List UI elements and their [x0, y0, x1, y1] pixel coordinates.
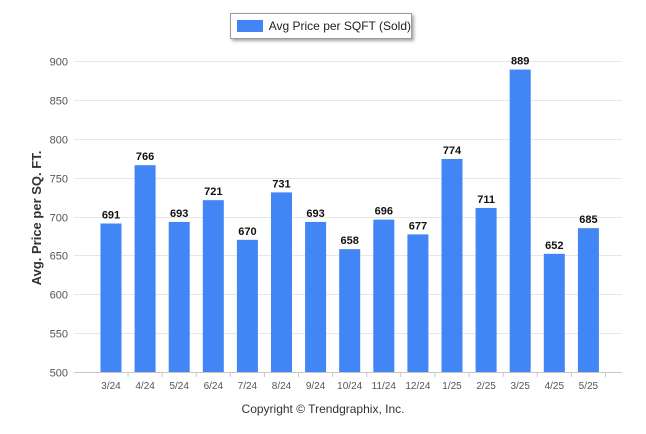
x-tick-label: 12/24: [405, 381, 430, 392]
bar: [134, 165, 156, 372]
bar: [100, 223, 122, 372]
bar: [407, 234, 429, 372]
x-tick-label: 7/24: [238, 381, 258, 392]
data-label: 652: [545, 240, 563, 252]
bar: [441, 158, 463, 372]
legend[interactable]: Avg Price per SQFT (Sold): [230, 13, 412, 39]
bar: [271, 192, 292, 372]
x-tick-label: 1/25: [442, 381, 462, 392]
copyright-text: Copyright © Trendgraphix, Inc.: [241, 402, 405, 416]
x-tick-label: 2/25: [476, 381, 496, 392]
data-label: 693: [306, 208, 324, 220]
x-tick-label: 3/25: [510, 381, 530, 392]
y-tick-label: 550: [50, 329, 68, 341]
data-label: 696: [375, 206, 393, 218]
x-tick-label: 8/24: [272, 381, 292, 392]
data-label: 774: [443, 145, 462, 157]
data-label: 731: [272, 178, 290, 190]
y-axis: 500 550 600 650 700 750 800 850 900: [50, 57, 68, 380]
bar: [168, 221, 190, 372]
x-tick-label: 9/24: [306, 381, 326, 392]
y-axis-title: Avg. Price per SQ. FT.: [29, 151, 44, 286]
bar: [236, 239, 258, 372]
x-tick-label: 5/24: [169, 381, 189, 392]
bar: [475, 207, 497, 372]
x-tick-label: 5/25: [579, 381, 599, 392]
data-label: 691: [102, 209, 120, 221]
bar: [305, 221, 327, 372]
y-tick-label: 900: [50, 57, 68, 69]
bar: [543, 253, 565, 372]
data-label: 685: [579, 214, 597, 226]
data-label: 670: [238, 226, 256, 238]
x-tick-label: 11/24: [372, 381, 397, 392]
legend-swatch: [237, 20, 263, 32]
data-label: 721: [204, 186, 222, 198]
x-tick-label: 10/24: [337, 381, 362, 392]
data-label: 677: [409, 220, 427, 232]
data-label: 889: [511, 56, 529, 68]
y-tick-label: 500: [50, 368, 68, 380]
data-label: 711: [477, 194, 495, 206]
y-tick-label: 650: [50, 251, 68, 263]
x-tick-label: 3/24: [101, 381, 121, 392]
data-label: 693: [170, 208, 188, 220]
bars: 691 766 693 721 670 731 693 658 696 677 774 711 889 6…: [100, 56, 599, 373]
y-tick-label: 750: [50, 174, 68, 186]
bar: [373, 219, 395, 372]
bar: [509, 69, 531, 373]
x-tick-label: 4/24: [135, 381, 155, 392]
bar: [202, 200, 224, 372]
legend-label: Avg Price per SQFT (Sold): [268, 19, 411, 33]
y-tick-label: 800: [50, 135, 68, 147]
data-label: 766: [136, 151, 154, 163]
y-tick-label: 850: [50, 96, 68, 108]
y-tick-label: 600: [50, 290, 68, 302]
data-label: 658: [341, 235, 359, 247]
bar: [577, 228, 599, 372]
y-tick-label: 700: [50, 213, 68, 225]
x-axis: 3/24 4/24 5/24 6/24 7/24 8/24 9/24 10/24 11/24 12…: [101, 372, 606, 392]
x-tick-label: 6/24: [204, 381, 224, 392]
bar: [339, 249, 361, 372]
x-tick-label: 4/25: [545, 381, 565, 392]
